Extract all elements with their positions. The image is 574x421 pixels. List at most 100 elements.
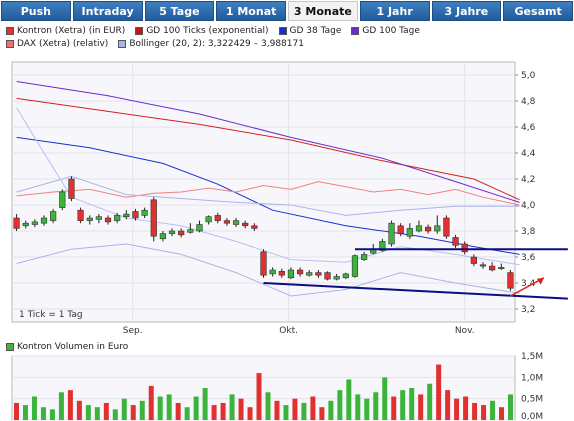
tab-3-jahre[interactable]: 3 Jahre [431, 1, 502, 21]
volume-bar [337, 390, 343, 420]
candle [479, 264, 487, 267]
volume-y-tick-label: 0,0M [521, 412, 543, 421]
candle [214, 215, 221, 221]
volume-bar [94, 407, 100, 420]
candle [13, 217, 20, 229]
candle [388, 222, 395, 245]
candle [141, 209, 148, 216]
candle [40, 217, 48, 224]
series-line-bollinger-lower [16, 243, 520, 297]
volume-bar [472, 402, 478, 420]
candle [178, 230, 185, 236]
volume-bar [31, 396, 37, 420]
candle [150, 199, 157, 237]
legend-swatch [351, 26, 360, 35]
y-tick-label: 3,8 [521, 227, 536, 237]
candle [324, 272, 331, 280]
candle [77, 209, 84, 221]
tab-push[interactable]: Push [1, 1, 71, 21]
volume-bar [67, 390, 73, 420]
y-tick-label: 3,2 [521, 305, 535, 315]
candle [287, 269, 295, 279]
volume-bar [265, 392, 271, 420]
volume-bar [301, 402, 307, 420]
candle [50, 211, 57, 221]
legend-label: GD 100 Tage [362, 25, 420, 36]
candle [296, 269, 304, 275]
candle [360, 254, 368, 260]
series-line-bollinger-upper [16, 175, 520, 216]
y-tick-label: 5,0 [521, 71, 536, 81]
candle [434, 225, 441, 232]
volume-bar [355, 394, 361, 420]
tab-5-tage[interactable]: 5 Tage [144, 1, 215, 21]
x-tick-label: Nov. [455, 326, 475, 336]
volume-bar [256, 373, 262, 420]
x-tick-label: Okt. [279, 326, 298, 336]
series-line-gd100-ticks [16, 97, 520, 201]
volume-bar [112, 409, 118, 420]
volume-bar [292, 398, 298, 420]
candle [95, 216, 102, 220]
tab-intraday[interactable]: Intraday [72, 1, 143, 21]
y-tick-label: 3,4 [521, 279, 536, 289]
volume-bar [382, 377, 388, 420]
candle [168, 230, 176, 234]
volume-bar [274, 400, 280, 420]
candle [333, 276, 340, 280]
series-line-gd100 [16, 81, 520, 203]
legend-swatch [6, 26, 14, 35]
candle [470, 256, 477, 264]
volume-bar [346, 379, 352, 420]
volume-bar [436, 364, 442, 420]
volume-bar [121, 398, 127, 420]
trendline [263, 282, 568, 300]
volume-bar [103, 402, 109, 420]
volume-bar [490, 400, 496, 420]
candle [196, 224, 203, 232]
volume-bar [418, 394, 424, 420]
volume-bar [175, 402, 181, 420]
candle [187, 229, 194, 233]
candle [223, 220, 231, 224]
candle [342, 273, 349, 279]
volume-bar [49, 409, 55, 420]
candle [379, 241, 386, 251]
volume-bar [364, 398, 370, 420]
volume-bar [400, 390, 406, 420]
legend-swatch [135, 26, 144, 35]
y-tick-label: 4,8 [521, 97, 536, 107]
legend-item-gd38: GD 38 Tage [278, 26, 341, 36]
volume-bar [283, 405, 289, 420]
candle [351, 255, 359, 277]
volume-bar [139, 400, 145, 420]
volume-bar [328, 400, 334, 420]
volume-bar [481, 405, 487, 420]
tab-1-jahr[interactable]: 1 Jahr [359, 1, 430, 21]
volume-y-tick-label: 0,5M [521, 395, 543, 405]
tab-3-monate[interactable]: 3 Monate [288, 1, 358, 21]
candle [461, 243, 468, 253]
legend-swatch [118, 39, 127, 48]
candle [59, 191, 66, 208]
candle [205, 216, 212, 223]
legend-label: DAX (Xetra) (relativ) [17, 38, 109, 49]
volume-bar [247, 407, 253, 420]
candle [68, 178, 75, 199]
volume-legend-label: Kontron Volumen in Euro [17, 342, 129, 352]
annotation-arrow-head [536, 277, 544, 285]
candle [278, 270, 285, 276]
candle [306, 272, 313, 276]
volume-bar [391, 396, 397, 420]
candle [232, 220, 240, 225]
tab-gesamt[interactable]: Gesamt [503, 1, 573, 21]
tab-1-monat[interactable]: 1 Monat [216, 1, 286, 21]
volume-bar [211, 405, 217, 420]
volume-bar [373, 392, 379, 420]
candle [31, 221, 38, 225]
volume-bar [445, 390, 451, 420]
volume-bar [130, 405, 136, 420]
x-tick-label: Sep. [123, 326, 143, 336]
candle [489, 265, 496, 271]
